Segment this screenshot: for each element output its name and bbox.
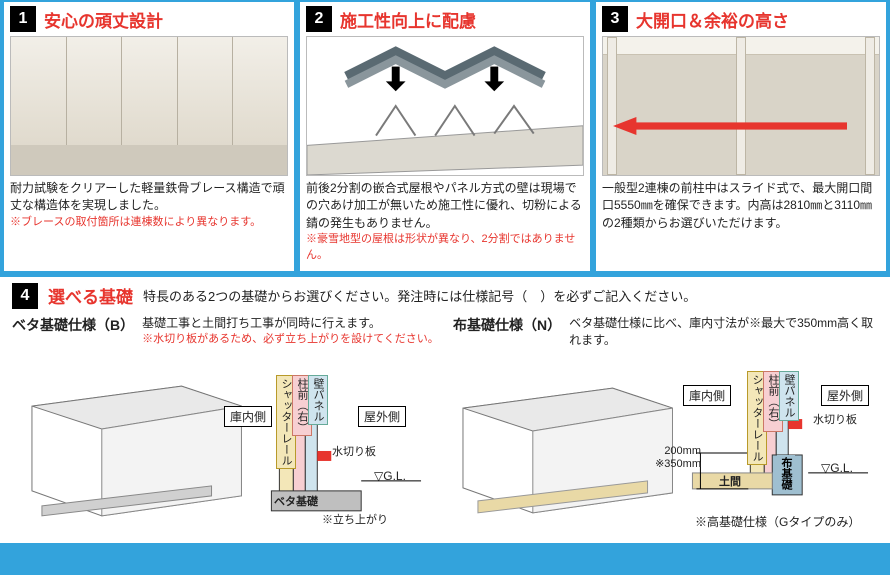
card-3: 3 大開口＆余裕の高さ 一般型2連棟の前柱中はスライド式で、最大開口間口5550…: [596, 2, 886, 271]
label-betakiso: ベタ基礎: [274, 493, 318, 509]
num-badge-3: 3: [602, 6, 628, 32]
num-badge-1: 1: [10, 6, 36, 32]
label-tachiagari: ※立ち上がり: [322, 511, 388, 527]
card-desc-3: 一般型2連棟の前柱中はスライド式で、最大開口間口5550㎜を確保できます。内高は…: [602, 180, 880, 232]
card-image-3: [602, 36, 880, 176]
card-image-1: [10, 36, 288, 176]
feature-cards-row: 1 安心の頑丈設計 耐力試験をクリアーした軽量鉄骨ブレース構造で頑丈な構造体を実…: [0, 0, 890, 277]
foundation-nuno: 布基礎仕様（N） ベタ基礎仕様に比べ、庫内寸法が※最大で350mm高く取れます。: [453, 315, 882, 533]
foundation-name-n: 布基礎仕様（N）: [453, 315, 561, 335]
label-dim1: 200mm: [653, 445, 701, 457]
label-kabe-n: 壁パネル: [779, 371, 799, 421]
label-nunokiso: 布基礎: [777, 455, 795, 492]
foundation-header: 4 選べる基礎 特長のある2つの基礎からお選びください。発注時には仕様記号（ ）…: [12, 283, 882, 309]
foundation-head: 布基礎仕様（N） ベタ基礎仕様に比べ、庫内寸法が※最大で350mm高く取れます。: [453, 315, 882, 349]
card-title-1: 安心の頑丈設計: [44, 7, 163, 32]
label-dim2: ※350mm: [648, 457, 701, 470]
card-desc-2: 前後2分割の嵌合式屋根やパネル方式の壁は現場での穴あけ加工が無いため施工性に優れ…: [306, 180, 584, 232]
card-desc-1: 耐力試験をクリアーした軽量鉄骨ブレース構造で頑丈な構造体を実現しました。: [10, 180, 288, 215]
card-image-2: [306, 36, 584, 176]
card-title-2: 施工性向上に配慮: [340, 7, 476, 32]
card-note-2: ※豪雪地型の屋根は形状が異なり、2分割ではありません。: [306, 232, 584, 263]
label-inside-n: 庫内側: [683, 385, 731, 406]
num-badge-2: 2: [306, 6, 332, 32]
beta-svg: [12, 351, 441, 531]
foundation-name-b: ベタ基礎仕様（B）: [12, 315, 134, 335]
label-outside: 屋外側: [358, 406, 406, 427]
diagram-nuno: 庫内側 屋外側 シャッターレール 柱前（右） 壁パネル 布基礎 水切り板 ▽G.…: [453, 353, 882, 533]
card-title-3: 大開口＆余裕の高さ: [636, 7, 789, 32]
card-header: 3 大開口＆余裕の高さ: [602, 6, 880, 32]
label-gl-b: ▽G.L.: [374, 469, 406, 483]
card-note-1: ※ブレースの取付箇所は連棟数により異なります。: [10, 215, 288, 230]
label-inside: 庫内側: [224, 406, 272, 427]
foundation-head: ベタ基礎仕様（B） 基礎工事と土間打ち工事が同時に行えます。 ※水切り板があるた…: [12, 315, 441, 347]
nuno-svg: [453, 353, 882, 533]
card-2: 2 施工性向上に配慮 前後2分割の嵌合式屋根やパネル方: [300, 2, 590, 271]
label-mizukiri: 水切り板: [332, 443, 376, 459]
foundation-desc-n: ベタ基礎仕様に比べ、庫内寸法が※最大で350mm高く取れます。: [569, 315, 882, 349]
card-1: 1 安心の頑丈設計 耐力試験をクリアーした軽量鉄骨ブレース構造で頑丈な構造体を実…: [4, 2, 294, 271]
card-header: 1 安心の頑丈設計: [10, 6, 288, 32]
foundation-beta: ベタ基礎仕様（B） 基礎工事と土間打ち工事が同時に行えます。 ※水切り板があるた…: [12, 315, 441, 533]
foundation-title: 選べる基礎: [48, 283, 133, 308]
label-gl-n: ▽G.L.: [821, 461, 853, 475]
label-kabe: 壁パネル: [308, 375, 328, 425]
roof-diagram: [307, 37, 583, 175]
num-badge-4: 4: [12, 283, 38, 309]
foundation-note-n: ※高基礎仕様（Gタイプのみ）: [695, 513, 860, 530]
slide-arrow-icon: [613, 117, 847, 135]
foundation-note-b: ※水切り板があるため、必ず立ち上がりを設けてください。: [142, 332, 439, 347]
foundation-section: 4 選べる基礎 特長のある2つの基礎からお選びください。発注時には仕様記号（ ）…: [0, 277, 890, 543]
card-header: 2 施工性向上に配慮: [306, 6, 584, 32]
foundation-row: ベタ基礎仕様（B） 基礎工事と土間打ち工事が同時に行えます。 ※水切り板があるた…: [12, 315, 882, 533]
foundation-desc-b: 基礎工事と土間打ち工事が同時に行えます。: [142, 315, 439, 332]
label-doma: 土間: [719, 473, 741, 489]
foundation-sub: 特長のある2つの基礎からお選びください。発注時には仕様記号（ ）を必ずご記入くだ…: [143, 286, 696, 305]
diagram-beta: 庫内側 屋外側 シャッターレール 柱前（右） 壁パネル 水切り板 ベタ基礎 ▽G…: [12, 351, 441, 531]
label-outside-n: 屋外側: [821, 385, 869, 406]
label-mizukiri-n: 水切り板: [813, 411, 857, 427]
